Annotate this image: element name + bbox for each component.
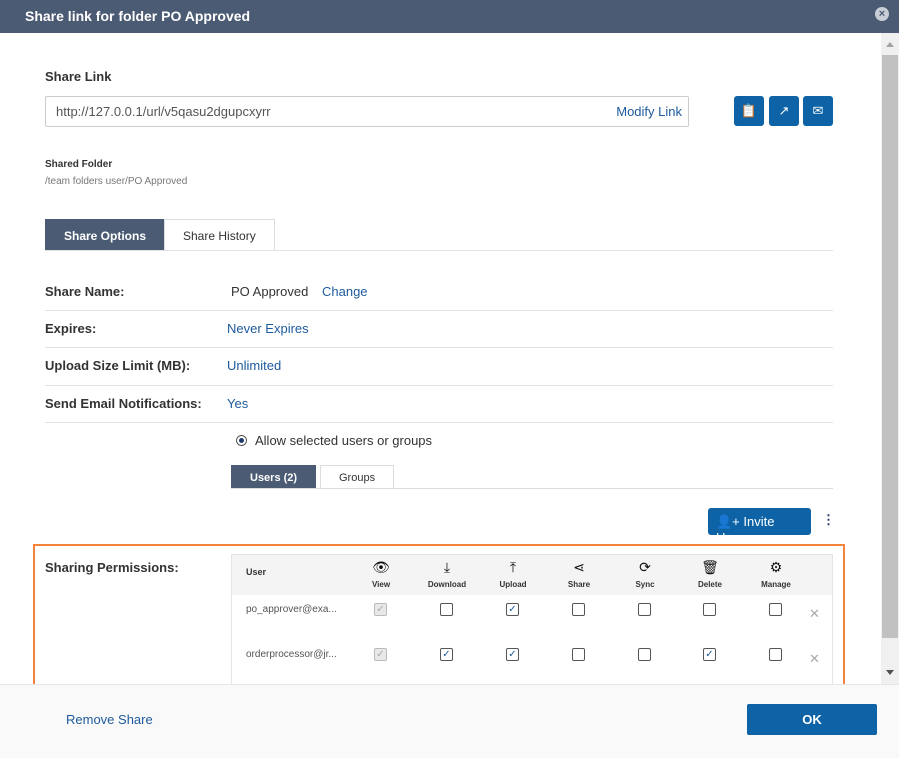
permission-checkbox[interactable] xyxy=(638,648,651,661)
permissions-table: User 👁 View ⤓ Download ⤒ Upload ⋖ Share ⟳ Sync 🗑 Del… xyxy=(231,554,833,685)
permission-checkbox[interactable]: ✓ xyxy=(440,648,453,661)
invite-users-button[interactable]: 👤+ Invite Users xyxy=(708,508,811,545)
permission-checkbox[interactable]: ✓ xyxy=(703,648,716,661)
column-sync: ⟳ Sync xyxy=(610,559,680,589)
column-label: Download xyxy=(427,580,467,589)
share-link-label: Share Link xyxy=(45,69,112,84)
open-link-button[interactable]: ↗ xyxy=(769,96,799,126)
column-view: 👁 View xyxy=(346,559,416,589)
upload-limit-label: Upload Size Limit (MB): xyxy=(45,358,191,373)
share-name-value: PO Approved xyxy=(231,284,309,299)
tab-groups[interactable]: Groups xyxy=(320,465,394,489)
permission-checkbox[interactable] xyxy=(638,603,651,616)
column-manage: ⚙ Manage xyxy=(741,559,811,589)
permission-checkbox: ✓ xyxy=(374,648,387,661)
permission-checkbox[interactable] xyxy=(572,603,585,616)
permission-checkbox: ✓ xyxy=(374,603,387,616)
column-share: ⋖ Share xyxy=(544,559,614,589)
email-button[interactable]: ✉ xyxy=(803,96,833,126)
tab-share-history[interactable]: Share History xyxy=(164,219,275,250)
tab-users[interactable]: Users (2) xyxy=(231,465,317,489)
clipboard-icon: 📋 xyxy=(740,103,758,118)
allow-label: Allow selected users or groups xyxy=(255,433,433,448)
tab-share-options[interactable]: Share Options xyxy=(45,219,166,250)
scroll-up-icon[interactable] xyxy=(886,42,894,47)
permission-checkbox[interactable]: ✓ xyxy=(506,648,519,661)
ok-button[interactable]: OK xyxy=(747,704,877,735)
remove-user-icon[interactable]: ✕ xyxy=(809,651,820,666)
expires-label: Expires: xyxy=(45,321,97,336)
envelope-icon: ✉ xyxy=(812,103,824,118)
upload-limit-link[interactable]: Unlimited xyxy=(227,358,282,373)
scrollbar[interactable] xyxy=(881,33,899,684)
upload-icon: ⤒ xyxy=(509,559,517,575)
column-label: Sync xyxy=(635,580,655,589)
column-delete: 🗑 Delete xyxy=(675,559,745,589)
share-link-input[interactable]: http://127.0.0.1/url/v5qasu2dgupcxyrr Mod… xyxy=(45,96,689,127)
copy-button[interactable]: 📋 xyxy=(734,96,764,126)
scroll-down-icon[interactable] xyxy=(886,670,894,675)
permission-checkbox[interactable] xyxy=(440,603,453,616)
trash-icon: 🗑 xyxy=(701,559,719,575)
column-label: Delete xyxy=(697,580,722,589)
column-label: View xyxy=(371,580,391,589)
download-icon: ⤓ xyxy=(443,559,451,575)
permission-checkbox[interactable] xyxy=(769,603,782,616)
shared-folder-path: /team folders user/PO Approved xyxy=(45,176,188,187)
share-icon: ⋖ xyxy=(573,559,585,575)
expires-link[interactable]: Never Expires xyxy=(227,321,309,336)
remove-share-link[interactable]: Remove Share xyxy=(66,712,153,727)
column-label: Upload xyxy=(499,580,527,589)
scroll-thumb[interactable] xyxy=(882,55,898,638)
external-link-icon: ↗ xyxy=(778,103,790,118)
user-email: orderprocessor@jr... xyxy=(246,649,337,660)
user-header: User xyxy=(246,567,267,577)
email-notify-link[interactable]: Yes xyxy=(227,396,249,411)
email-notify-label: Send Email Notifications: xyxy=(45,396,202,411)
allow-radio[interactable] xyxy=(236,435,247,446)
sync-icon: ⟳ xyxy=(639,559,651,575)
user-email: po_approver@exa... xyxy=(246,604,337,615)
permission-checkbox[interactable] xyxy=(703,603,716,616)
column-upload: ⤒ Upload xyxy=(478,559,548,589)
change-link[interactable]: Change xyxy=(322,284,368,299)
column-label: Share xyxy=(567,580,591,589)
column-label: Manage xyxy=(761,580,791,589)
column-download: ⤓ Download xyxy=(412,559,482,589)
close-icon[interactable]: × xyxy=(875,7,889,21)
more-options-icon[interactable]: ⋮ xyxy=(822,512,835,527)
shared-folder-label: Shared Folder xyxy=(45,159,113,170)
permission-checkbox[interactable]: ✓ xyxy=(506,603,519,616)
dialog-header: Share link for folder PO Approved × xyxy=(0,0,899,33)
modify-link[interactable]: Modify Link xyxy=(616,104,682,119)
sharing-permissions-label: Sharing Permissions: xyxy=(45,560,179,575)
share-link-url: http://127.0.0.1/url/v5qasu2dgupcxyrr xyxy=(56,104,271,119)
share-name-label: Share Name: xyxy=(45,284,125,299)
permission-checkbox[interactable] xyxy=(572,648,585,661)
gear-icon: ⚙ xyxy=(769,559,783,575)
remove-user-icon[interactable]: ✕ xyxy=(809,606,820,621)
eye-icon: 👁 xyxy=(372,559,390,575)
permission-checkbox[interactable] xyxy=(769,648,782,661)
dialog-title: Share link for folder PO Approved xyxy=(25,8,251,24)
user-plus-icon: 👤+ xyxy=(716,514,740,529)
